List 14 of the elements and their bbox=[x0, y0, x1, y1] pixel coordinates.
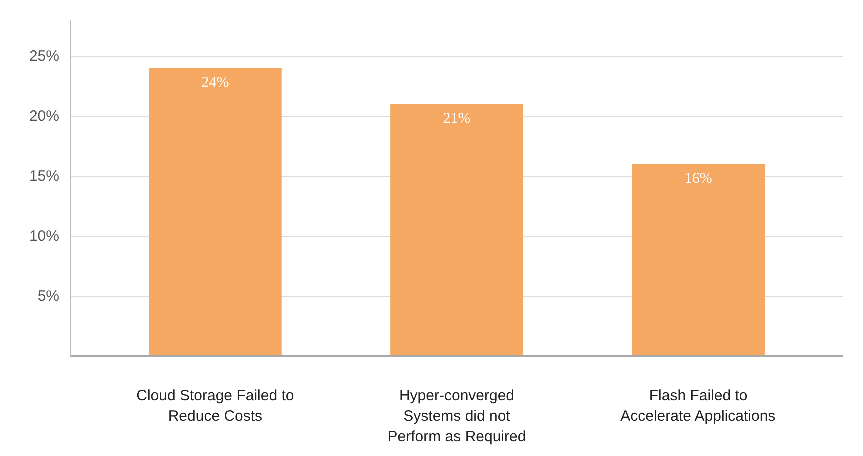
bar bbox=[632, 164, 765, 356]
y-tick-label: 10% bbox=[29, 228, 60, 245]
x-tick-label: Flash Failed to Accelerate Applications bbox=[620, 388, 776, 425]
y-tick-label: 20% bbox=[29, 108, 60, 125]
data-label: 21% bbox=[443, 110, 471, 127]
data-label: 16% bbox=[684, 170, 712, 187]
y-tick-label: 25% bbox=[29, 48, 60, 65]
x-tick-label: Hyper-converged Systems did not Perform as Required bbox=[388, 388, 526, 446]
bar bbox=[390, 104, 524, 356]
y-tick-label: 15% bbox=[29, 168, 60, 185]
bar bbox=[149, 68, 282, 356]
x-tick-label: Cloud Storage Failed to Reduce Costs bbox=[136, 388, 294, 425]
y-tick-label: 5% bbox=[38, 288, 60, 305]
data-label: 24% bbox=[202, 74, 230, 91]
